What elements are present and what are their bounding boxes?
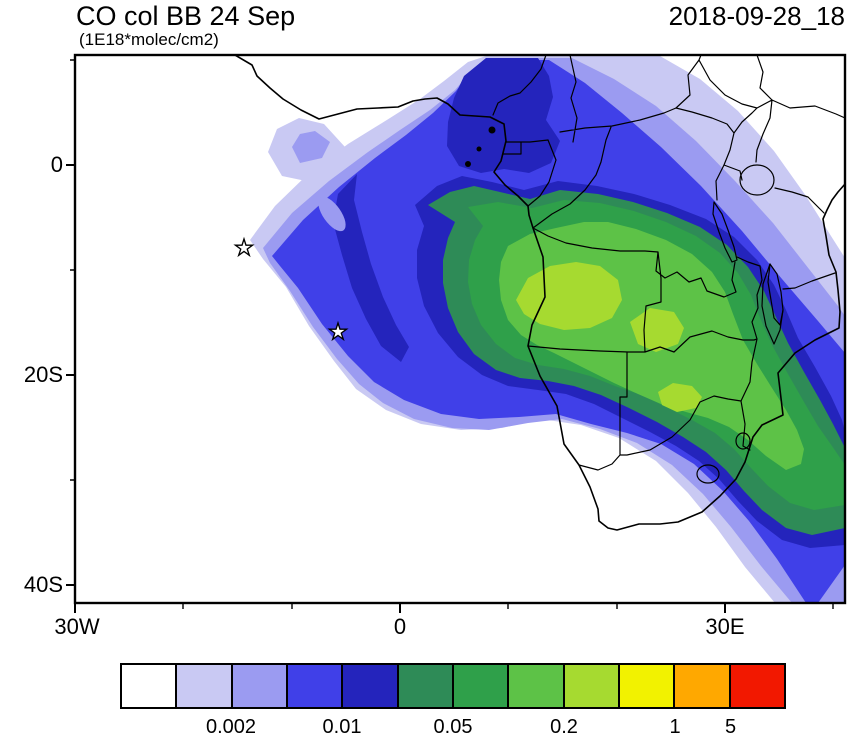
colorbar-swatch xyxy=(287,665,344,707)
colorbar-swatch xyxy=(343,665,399,707)
x-tick-label-30w: 30W xyxy=(54,614,100,639)
major-ticks xyxy=(66,164,726,613)
island-dot-2 xyxy=(476,146,482,152)
lake-victoria xyxy=(739,164,775,196)
minor-ticks xyxy=(70,59,834,609)
colorbar-tick-label: 0.05 xyxy=(433,716,473,738)
plot-title: CO col BB 24 Sep xyxy=(76,1,296,31)
contour-region-level-8 xyxy=(516,262,702,412)
colorbar-tick-label: 5 xyxy=(724,716,737,738)
plot-datestamp: 2018-09-28_18 xyxy=(668,1,845,31)
colorbar-swatch xyxy=(564,665,620,707)
colorbar-swatch xyxy=(122,665,178,707)
plot-frame xyxy=(73,53,847,605)
x-tick-label-30e: 30E xyxy=(705,614,745,639)
lakes xyxy=(712,164,784,326)
africa-coastline xyxy=(234,55,845,531)
lake-malawi xyxy=(767,263,784,326)
lake-tanganyika xyxy=(712,201,738,263)
colorbar-swatch xyxy=(619,665,676,707)
colorbar-swatch xyxy=(232,665,288,707)
colorbar-swatch xyxy=(730,665,784,707)
plot-units-label: (1E18*molec/cm2) xyxy=(79,30,219,49)
colorbar-tick-label: 1 xyxy=(669,716,681,738)
x-tick-label-0: 0 xyxy=(393,614,407,639)
y-tick-label-40s: 40S xyxy=(23,572,63,597)
colorbar-swatch xyxy=(509,665,565,707)
colorbar xyxy=(120,663,786,709)
gulf-of-guinea-islands xyxy=(465,126,496,167)
colorbar-swatch xyxy=(177,665,233,707)
colorbar-tick-label: 0.002 xyxy=(205,716,257,738)
y-tick-label-0: 0 xyxy=(50,152,63,177)
axis-ticks xyxy=(66,59,834,613)
colorbar-tick-label: 0.2 xyxy=(550,716,578,738)
geography xyxy=(234,55,845,531)
border-lesotho xyxy=(696,464,720,484)
border-swaziland xyxy=(735,432,751,450)
contour-fills xyxy=(250,56,845,603)
island-dot-3 xyxy=(488,126,496,134)
map-canvas xyxy=(66,53,847,613)
colorbar-swatch xyxy=(675,665,731,707)
colorbar-swatch xyxy=(453,665,510,707)
y-tick-label-20s: 20S xyxy=(23,362,63,387)
contour-low-streak xyxy=(318,196,346,232)
country-borders xyxy=(492,55,845,471)
island-dot-1 xyxy=(465,161,471,167)
colorbar-swatch xyxy=(398,665,454,707)
colorbar-tick-label: 0.01 xyxy=(322,716,362,738)
